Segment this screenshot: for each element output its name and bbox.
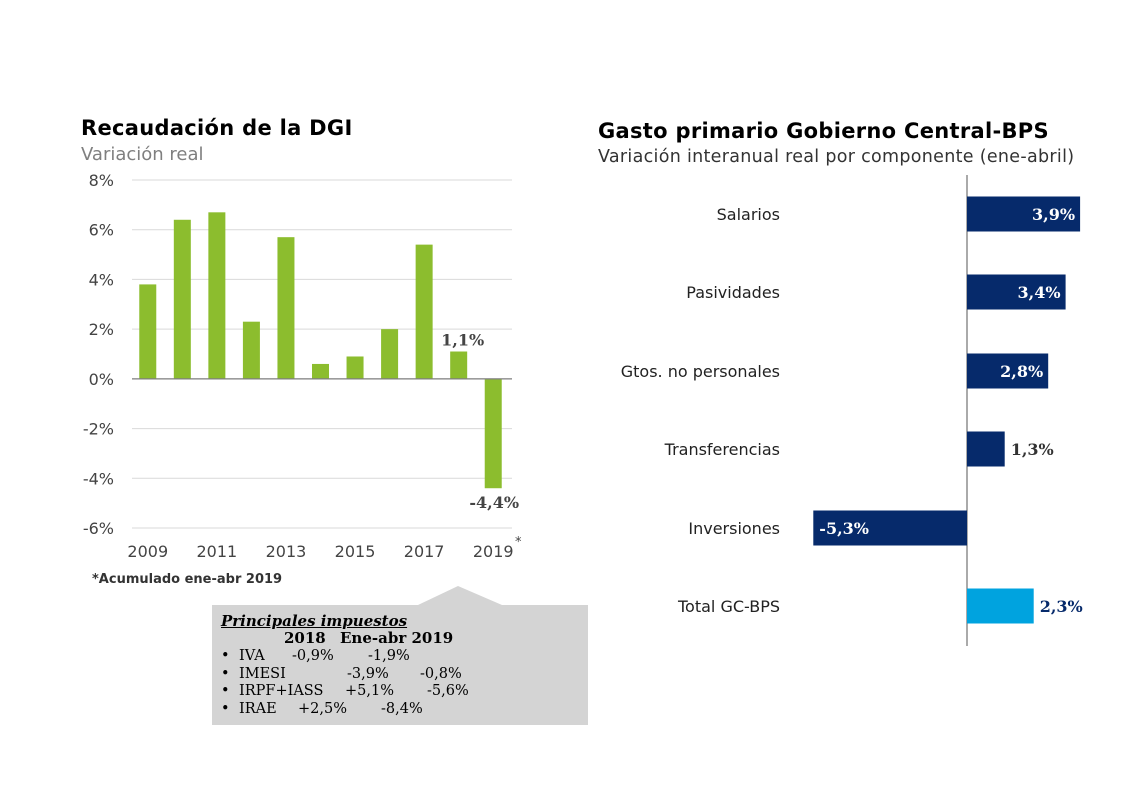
asterisk-mark: * bbox=[515, 535, 522, 550]
y-tick-label: 2% bbox=[89, 320, 114, 339]
tax-2018: -3,9% bbox=[347, 665, 389, 682]
gasto-chart-title: Gasto primario Gobierno Central-BPS bbox=[598, 119, 1049, 143]
x-tick-label: 2009 bbox=[127, 542, 168, 561]
bar-2017 bbox=[415, 244, 433, 379]
bar-2012 bbox=[242, 321, 260, 379]
y-tick-label: 4% bbox=[89, 270, 114, 289]
dgi-bar-chart: 8% 6% 4% 2% 0% -2% -4% -6% 2009 2011 2013 2015 2017 2… bbox=[83, 171, 522, 561]
bar-inversiones bbox=[813, 510, 967, 546]
bar-2014 bbox=[312, 363, 329, 379]
bar-2015 bbox=[346, 356, 364, 379]
taxes-box-title: Principales impuestos bbox=[221, 612, 408, 630]
bar-2013 bbox=[277, 237, 295, 379]
bar-2009 bbox=[139, 284, 157, 379]
y-tick-label: -6% bbox=[83, 519, 114, 538]
x-tick-label: 2019 bbox=[473, 542, 514, 561]
tax-name: IRAE bbox=[239, 700, 277, 717]
bar-2011 bbox=[208, 212, 226, 379]
y-tick-label: -2% bbox=[83, 420, 114, 439]
value-label: 1,3% bbox=[1011, 440, 1054, 459]
bullet: • bbox=[221, 648, 230, 664]
category-label: Pasividades bbox=[686, 283, 780, 302]
category-label: Gtos. no personales bbox=[621, 362, 780, 381]
dgi-chart-title: Recaudación de la DGI bbox=[81, 116, 353, 140]
y-tick-label: 6% bbox=[89, 221, 114, 240]
bar-2010 bbox=[173, 219, 191, 379]
value-label: -5,3% bbox=[819, 519, 869, 538]
y-tick-label: -4% bbox=[83, 469, 114, 488]
dgi-footnote: *Acumulado ene-abr 2019 bbox=[92, 572, 283, 587]
x-tick-label: 2015 bbox=[335, 542, 376, 561]
y-tick-label: 0% bbox=[89, 370, 114, 389]
category-label: Total GC-BPS bbox=[677, 597, 780, 616]
data-label-2019: -4,4% bbox=[469, 493, 519, 512]
callout-pointer bbox=[418, 586, 502, 605]
gasto-bar-chart: Salarios 3,9% Pasividades 3,4% Gtos. no pers… bbox=[621, 175, 1083, 646]
taxes-col-2019: Ene-abr 2019 bbox=[340, 629, 454, 647]
bar-2018 bbox=[450, 351, 468, 379]
x-tick-label: 2011 bbox=[197, 542, 238, 561]
bullet: • bbox=[221, 700, 230, 717]
x-tick-label: 2013 bbox=[266, 542, 307, 561]
gasto-chart-subtitle: Variación interanual real por componente… bbox=[598, 147, 1075, 167]
tax-2019: -0,8% bbox=[420, 665, 462, 682]
bar-2016 bbox=[381, 329, 399, 379]
bar-transferencias bbox=[967, 431, 1005, 467]
bar-gtos-no-personales bbox=[967, 353, 1049, 389]
bullet: • bbox=[221, 683, 230, 699]
bar-salarios bbox=[967, 196, 1081, 232]
tax-2019: -8,4% bbox=[381, 700, 423, 717]
taxes-callout-box: Principales impuestos 2018 Ene-abr 2019 … bbox=[212, 605, 588, 725]
bar-pasividades bbox=[967, 274, 1066, 310]
category-label: Transferencias bbox=[664, 440, 780, 459]
category-label: Inversiones bbox=[688, 519, 780, 538]
bullet: • bbox=[221, 665, 230, 682]
bar-2019 bbox=[484, 378, 502, 489]
data-label-2018: 1,1% bbox=[441, 331, 484, 350]
value-label: 3,9% bbox=[1032, 205, 1075, 224]
tax-2018: +2,5% bbox=[298, 700, 347, 717]
dgi-chart-subtitle: Variación real bbox=[81, 144, 204, 165]
tax-name: IRPF+IASS bbox=[239, 683, 324, 699]
y-tick-label: 8% bbox=[89, 171, 114, 190]
x-tick-label: 2017 bbox=[404, 542, 445, 561]
tax-2018: +5,1% bbox=[345, 683, 394, 699]
tax-name: IMESI bbox=[239, 665, 286, 682]
tax-2019: -5,6% bbox=[427, 683, 469, 699]
value-label: 2,8% bbox=[1000, 362, 1043, 381]
tax-2018: -0,9% bbox=[292, 648, 334, 664]
bar-total-gc-bps bbox=[967, 588, 1034, 624]
taxes-col-2018: 2018 bbox=[284, 629, 326, 647]
tax-name: IVA bbox=[239, 648, 265, 664]
value-label: 3,4% bbox=[1018, 283, 1061, 302]
tax-2019: -1,9% bbox=[368, 648, 410, 664]
value-label: 2,3% bbox=[1040, 597, 1083, 616]
category-label: Salarios bbox=[717, 205, 780, 224]
